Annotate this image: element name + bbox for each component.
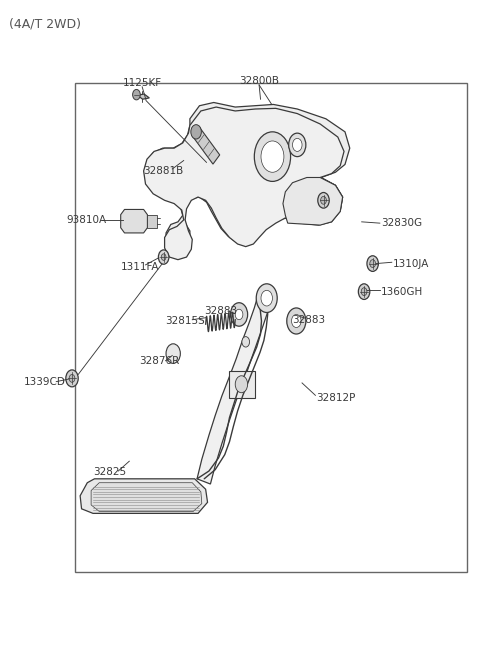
Circle shape <box>235 376 248 393</box>
Polygon shape <box>144 107 344 259</box>
Text: 1311FA: 1311FA <box>120 262 159 272</box>
Circle shape <box>254 132 290 181</box>
Circle shape <box>261 141 284 172</box>
Circle shape <box>66 370 78 387</box>
Text: 32815S: 32815S <box>165 316 205 326</box>
Circle shape <box>132 90 140 100</box>
Text: 32883: 32883 <box>293 314 326 325</box>
Circle shape <box>191 124 201 139</box>
Circle shape <box>359 284 370 299</box>
Circle shape <box>69 375 75 383</box>
Circle shape <box>166 344 180 364</box>
Bar <box>228 371 255 398</box>
Circle shape <box>261 290 273 306</box>
Circle shape <box>361 288 367 295</box>
Circle shape <box>287 308 306 334</box>
Polygon shape <box>120 210 147 233</box>
Text: 1360GH: 1360GH <box>381 287 423 297</box>
Text: 1339CD: 1339CD <box>24 377 65 386</box>
Text: 32876R: 32876R <box>139 356 179 366</box>
Polygon shape <box>197 291 275 484</box>
Circle shape <box>235 309 243 320</box>
Circle shape <box>367 255 378 271</box>
Text: 93810A: 93810A <box>66 215 107 225</box>
Text: 32812P: 32812P <box>316 393 356 403</box>
Circle shape <box>291 314 301 328</box>
Polygon shape <box>190 108 344 225</box>
Polygon shape <box>80 479 207 514</box>
Polygon shape <box>147 215 157 228</box>
Text: 1310JA: 1310JA <box>393 259 429 269</box>
Circle shape <box>158 250 169 264</box>
Circle shape <box>318 193 329 208</box>
Polygon shape <box>137 94 149 99</box>
Circle shape <box>321 196 326 204</box>
Polygon shape <box>193 127 220 164</box>
Text: 32883: 32883 <box>204 306 238 316</box>
Text: 32830G: 32830G <box>381 218 422 228</box>
Circle shape <box>288 133 306 157</box>
Text: 32800B: 32800B <box>239 76 279 86</box>
Text: (4A/T 2WD): (4A/T 2WD) <box>9 18 81 31</box>
Bar <box>75 83 467 572</box>
Polygon shape <box>144 102 350 252</box>
Circle shape <box>230 303 248 326</box>
Text: 32881B: 32881B <box>144 166 184 176</box>
Polygon shape <box>91 483 202 512</box>
Circle shape <box>161 253 166 260</box>
Polygon shape <box>283 178 343 225</box>
Circle shape <box>292 138 302 151</box>
Circle shape <box>242 337 250 347</box>
Text: 1125KF: 1125KF <box>122 78 162 88</box>
Circle shape <box>370 259 375 267</box>
Text: 32825: 32825 <box>94 467 127 477</box>
Circle shape <box>256 284 277 312</box>
